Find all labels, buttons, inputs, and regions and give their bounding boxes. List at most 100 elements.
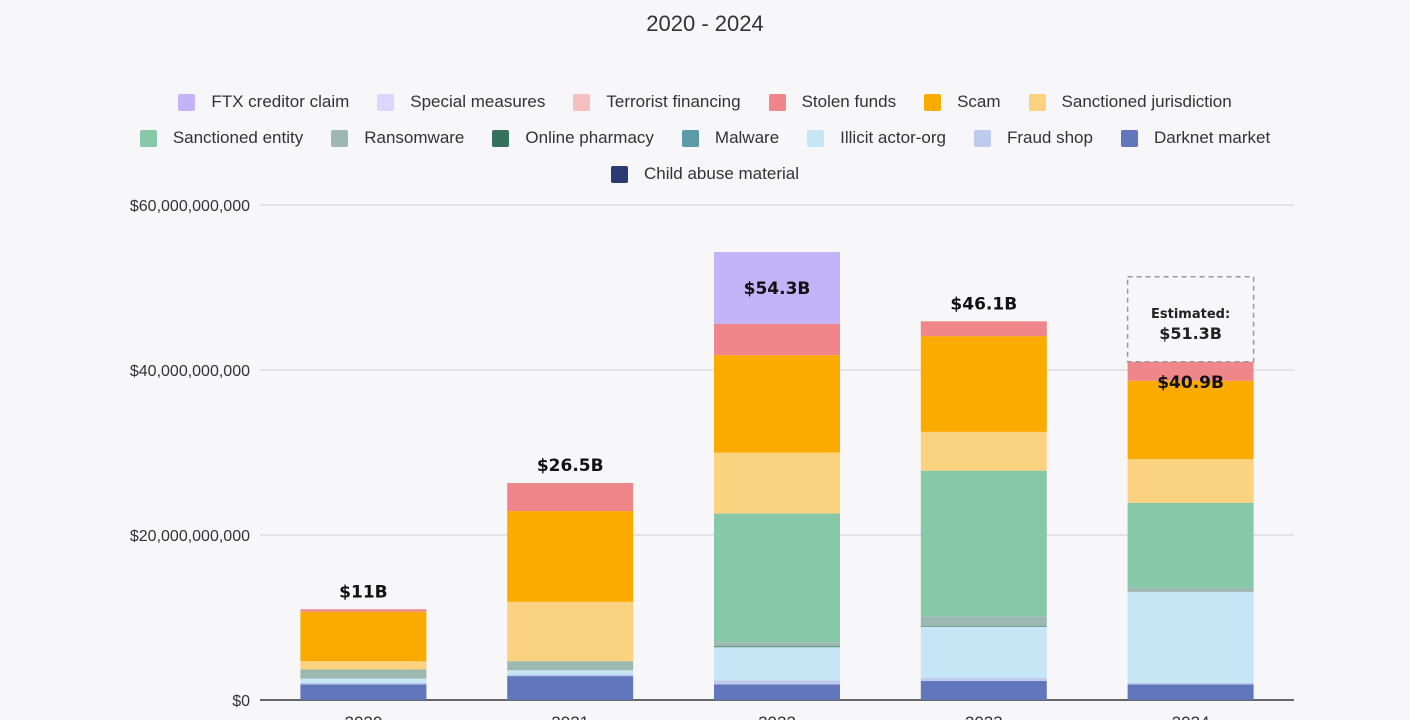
legend-label: Online pharmacy — [525, 128, 654, 147]
legend-swatch — [331, 129, 349, 147]
legend-item-terrorist-financing[interactable]: Terrorist financing — [573, 92, 741, 112]
bar-segment-scam-2024 — [1127, 380, 1254, 460]
bar-segment-illicit-actor-org-2022 — [714, 647, 840, 681]
legend-label: Scam — [957, 92, 1001, 111]
legend-label: Ransomware — [364, 128, 465, 147]
legend-item-child-abuse-material[interactable]: Child abuse material — [611, 164, 799, 184]
total-label: $46.1B — [950, 294, 1017, 314]
legend-item-sanctioned-entity[interactable]: Sanctioned entity — [139, 128, 304, 148]
bar-segment-stolen-funds-2023 — [920, 321, 1047, 337]
y-tick-label: $20,000,000,000 — [130, 528, 250, 545]
estimate-box — [1126, 276, 1255, 363]
bar-segment-sanctioned-jurisdiction-2020 — [300, 661, 427, 670]
bar-segment-ransomware-2020 — [300, 669, 427, 679]
bar-segment-illicit-actor-org-2020 — [300, 678, 427, 683]
bar-segment-darknet-market-2020 — [300, 684, 427, 700]
legend-label: Child abuse material — [644, 164, 799, 183]
legend-swatch — [178, 93, 196, 111]
legend-label: Malware — [714, 128, 780, 147]
legend-swatch — [807, 129, 825, 147]
legend-item-online-pharmacy[interactable]: Online pharmacy — [492, 128, 654, 148]
total-label: $54.3B — [744, 279, 811, 299]
bar-segment-ftx-creditor-claim-2022 — [714, 252, 840, 324]
bar-segment-fraud-shop-2020 — [300, 682, 427, 685]
legend-item-special-measures[interactable]: Special measures — [377, 92, 545, 112]
legend-item-scam[interactable]: Scam — [924, 92, 1001, 112]
legend-swatch — [924, 93, 942, 111]
bar-segment-fraud-shop-2024 — [1127, 682, 1254, 685]
bar-segment-ransomware-2022 — [714, 642, 840, 647]
bar-segment-sanctioned-jurisdiction-2024 — [1127, 459, 1254, 503]
legend-item-ransomware[interactable]: Ransomware — [331, 128, 464, 148]
bar-segment-illicit-actor-org-2021 — [507, 670, 634, 675]
bar-segment-online-pharmacy-2022 — [714, 646, 840, 648]
total-label: $40.9B — [1157, 373, 1224, 393]
legend-label: Sanctioned entity — [172, 128, 304, 147]
bar-segment-sanctioned-entity-2024 — [1127, 502, 1254, 588]
legend-item-ftx-creditor-claim[interactable]: FTX creditor claim — [178, 92, 349, 112]
bar-segment-illicit-actor-org-2024 — [1127, 591, 1254, 683]
legend-swatch — [973, 129, 991, 147]
legend-label: Special measures — [410, 92, 546, 111]
legend-swatch — [681, 129, 699, 147]
bar-segment-sanctioned-jurisdiction-2023 — [920, 431, 1047, 471]
bar-segment-darknet-market-2022 — [714, 684, 840, 700]
bar-segment-fraud-shop-2022 — [714, 680, 840, 685]
bar-segment-sanctioned-jurisdiction-2021 — [507, 601, 634, 662]
bar-segment-stolen-funds-2021 — [507, 483, 634, 512]
bar-segment-darknet-market-2023 — [920, 681, 1047, 700]
legend-swatch — [573, 93, 591, 111]
bar-segment-sanctioned-entity-2023 — [920, 470, 1047, 617]
bar-segment-stolen-funds-2020 — [300, 609, 427, 612]
estimate-label: Estimated: — [1151, 307, 1230, 322]
bar-segment-illicit-actor-org-2023 — [920, 626, 1047, 678]
legend-item-stolen-funds[interactable]: Stolen funds — [768, 92, 897, 112]
legend-swatch — [377, 93, 395, 111]
y-tick-label: $0 — [232, 693, 250, 710]
legend: FTX creditor claim Special measures Terror… — [100, 92, 1310, 184]
legend-item-fraud-shop[interactable]: Fraud shop — [973, 128, 1093, 148]
legend-item-malware[interactable]: Malware — [681, 128, 780, 148]
bar-segment-darknet-market-2024 — [1127, 684, 1254, 700]
bar-segment-stolen-funds-2024 — [1127, 361, 1254, 381]
y-tick-label: $40,000,000,000 — [130, 363, 250, 380]
y-tick-label: $60,000,000,000 — [130, 198, 250, 215]
legend-swatch — [492, 129, 510, 147]
legend-label: Sanctioned jurisdiction — [1061, 92, 1232, 111]
bar-segment-ransomware-2023 — [920, 616, 1047, 626]
x-tick-label: 2021 — [551, 713, 589, 720]
bar-segment-sanctioned-entity-2022 — [714, 513, 840, 643]
legend-label: Darknet market — [1153, 128, 1271, 147]
estimate-value: $51.3B — [1159, 324, 1222, 343]
bar-segment-ransomware-2024 — [1127, 587, 1254, 592]
x-tick-label: 2024 — [1172, 713, 1210, 720]
legend-swatch — [611, 165, 629, 183]
x-tick-label: 2020 — [344, 713, 382, 720]
x-tick-label: 2023 — [965, 713, 1003, 720]
bar-segment-stolen-funds-2022 — [714, 323, 840, 356]
bar-segment-sanctioned-jurisdiction-2022 — [714, 452, 840, 514]
legend-label: Illicit actor-org — [840, 128, 946, 147]
bar-segment-online-pharmacy-2023 — [920, 625, 1047, 627]
bar-segment-scam-2020 — [300, 611, 427, 662]
legend-swatch — [768, 93, 786, 111]
legend-swatch — [139, 129, 157, 147]
legend-item-illicit-actor-org[interactable]: Illicit actor-org — [807, 128, 946, 148]
legend-swatch — [1028, 93, 1046, 111]
legend-item-darknet-market[interactable]: Darknet market — [1120, 128, 1271, 148]
chart-subtitle: 2020 - 2024 — [646, 11, 764, 36]
total-label: $11B — [339, 582, 387, 602]
legend-label: Terrorist financing — [606, 92, 741, 111]
bar-segment-scam-2022 — [714, 355, 840, 453]
bar-segment-ransomware-2021 — [507, 661, 634, 671]
legend-label: Stolen funds — [801, 92, 897, 111]
x-tick-label: 2022 — [758, 713, 796, 720]
bar-segment-scam-2023 — [920, 336, 1047, 432]
legend-item-sanctioned-jurisdiction[interactable]: Sanctioned jurisdiction — [1028, 92, 1232, 112]
legend-swatch — [1120, 129, 1138, 147]
legend-label: Fraud shop — [1006, 128, 1093, 147]
legend-label: FTX creditor claim — [211, 92, 350, 111]
bar-segment-fraud-shop-2021 — [507, 674, 634, 677]
bar-segment-fraud-shop-2023 — [920, 677, 1047, 682]
